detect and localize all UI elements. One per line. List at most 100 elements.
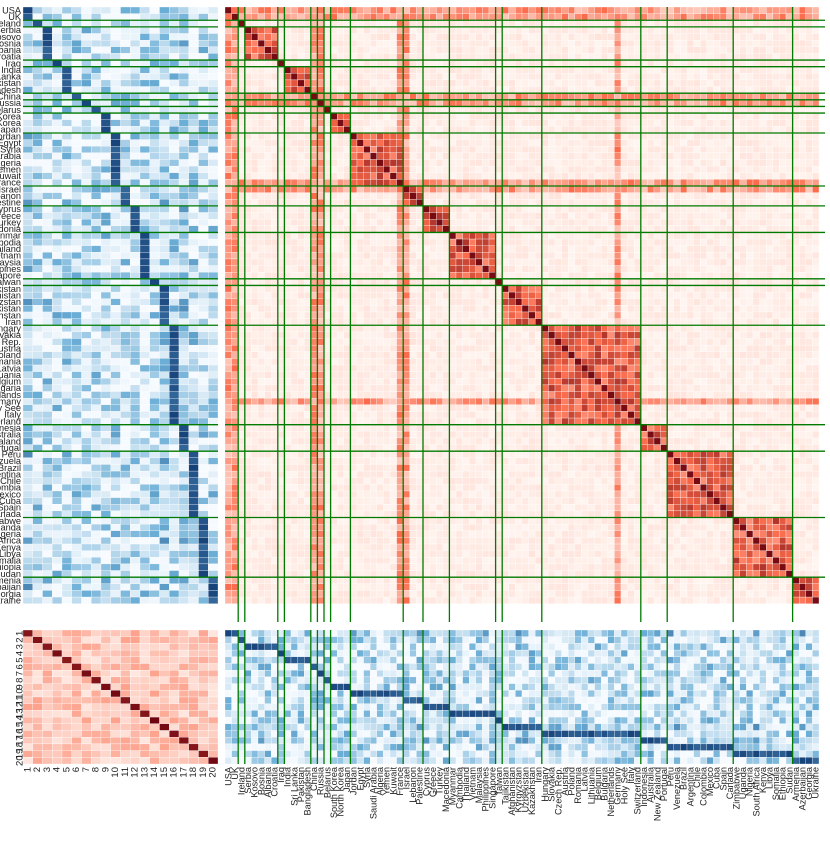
country-similarity-cell	[488, 146, 496, 154]
country-similarity-cell	[416, 185, 424, 193]
country-topic-cell	[52, 53, 63, 61]
country-topic-cell	[130, 510, 141, 518]
country-topic-cell	[120, 172, 131, 180]
country-similarity-cell	[541, 13, 549, 21]
country-similarity-cell	[502, 33, 509, 41]
country-similarity-cell	[482, 112, 490, 120]
country-similarity-cell	[449, 59, 457, 67]
country-similarity-cell	[548, 219, 556, 226]
country-similarity-cell	[449, 6, 457, 14]
country-similarity-cell	[337, 126, 344, 134]
country-similarity-cell	[403, 86, 410, 94]
country-topic-cell	[159, 444, 170, 452]
country-similarity-cell	[297, 199, 305, 207]
country-topic-cell	[120, 232, 131, 240]
country-similarity-cell	[812, 13, 820, 21]
country-topic-cell	[149, 126, 160, 134]
country-topic-cell	[61, 331, 72, 339]
country-similarity-cell	[297, 192, 305, 200]
country-similarity-cell	[475, 139, 483, 147]
country-topic-cell	[169, 59, 180, 67]
country-similarity-cell	[541, 99, 549, 107]
country-similarity-cell	[257, 212, 265, 220]
country-similarity-cell	[607, 152, 615, 160]
country-similarity-cell	[343, 112, 351, 120]
country-similarity-cell	[561, 232, 569, 240]
country-topic-cell	[208, 563, 219, 571]
country-similarity-cell	[601, 205, 608, 213]
country-similarity-cell	[356, 119, 364, 127]
country-topic-cell	[61, 311, 72, 319]
country-similarity-cell	[713, 185, 721, 193]
country-similarity-cell	[660, 172, 668, 180]
country-similarity-cell	[594, 59, 602, 67]
country-topic-cell	[42, 557, 53, 565]
country-similarity-cell	[376, 159, 384, 167]
country-similarity-cell	[792, 99, 800, 107]
country-similarity-cell	[574, 106, 582, 114]
country-similarity-cell	[475, 112, 483, 120]
country-topic-cell	[42, 13, 53, 21]
country-topic-cell	[198, 490, 209, 498]
country-topic-cell	[42, 444, 53, 452]
country-similarity-cell	[568, 152, 575, 160]
country-similarity-cell	[686, 152, 694, 160]
country-similarity-cell	[469, 126, 476, 134]
country-similarity-cell	[310, 13, 318, 21]
country-topic-cell	[110, 298, 121, 306]
country-similarity-cell	[244, 46, 252, 54]
country-topic-cell	[71, 185, 82, 193]
country-similarity-cell	[515, 106, 523, 114]
country-similarity-cell	[462, 132, 470, 140]
country-similarity-cell	[601, 33, 608, 41]
country-topic-cell	[208, 583, 219, 591]
country-topic-cell	[100, 411, 111, 419]
country-similarity-cell	[693, 66, 701, 74]
country-similarity-cell	[264, 46, 272, 54]
country-topic-cell	[110, 112, 121, 120]
country-similarity-cell	[330, 126, 338, 134]
country-similarity-cell	[356, 59, 364, 67]
country-similarity-cell	[561, 86, 569, 94]
country-similarity-cell	[607, 106, 615, 114]
country-topic-cell	[188, 543, 199, 551]
country-similarity-cell	[257, 86, 265, 94]
country-similarity-cell	[323, 199, 331, 207]
country-similarity-cell	[673, 33, 681, 41]
country-similarity-cell	[363, 73, 371, 81]
country-similarity-cell	[502, 46, 509, 54]
country-similarity-cell	[370, 238, 377, 246]
country-similarity-cell	[482, 212, 490, 220]
country-similarity-cell	[264, 192, 272, 200]
country-similarity-cell	[515, 59, 523, 67]
country-similarity-cell	[244, 199, 252, 207]
country-topic-cell	[81, 596, 92, 604]
country-topic-cell	[110, 79, 121, 87]
country-similarity-cell	[396, 13, 404, 21]
country-similarity-cell	[541, 86, 549, 94]
country-similarity-cell	[403, 40, 410, 47]
country-similarity-cell	[607, 93, 615, 100]
country-similarity-cell	[653, 26, 661, 34]
country-similarity-cell	[706, 20, 714, 28]
country-similarity-cell	[290, 219, 298, 226]
country-similarity-cell	[713, 159, 721, 167]
country-similarity-cell	[673, 13, 681, 21]
country-topic-cell	[169, 464, 180, 472]
country-similarity-cell	[495, 192, 503, 200]
country-similarity-cell	[224, 46, 232, 54]
country-similarity-cell	[396, 106, 404, 114]
country-topic-cell	[188, 238, 199, 246]
country-topic-cell	[208, 219, 219, 226]
country-similarity-cell	[284, 225, 292, 233]
country-similarity-cell	[792, 165, 800, 173]
country-topic-cell	[42, 225, 53, 233]
country-similarity-cell	[541, 46, 549, 54]
country-similarity-cell	[634, 6, 641, 14]
country-similarity-cell	[396, 66, 404, 74]
country-similarity-cell	[495, 99, 503, 107]
country-similarity-cell	[238, 132, 245, 140]
country-similarity-cell	[680, 59, 688, 67]
country-topic-cell	[159, 470, 170, 478]
country-topic-cell	[159, 139, 170, 147]
